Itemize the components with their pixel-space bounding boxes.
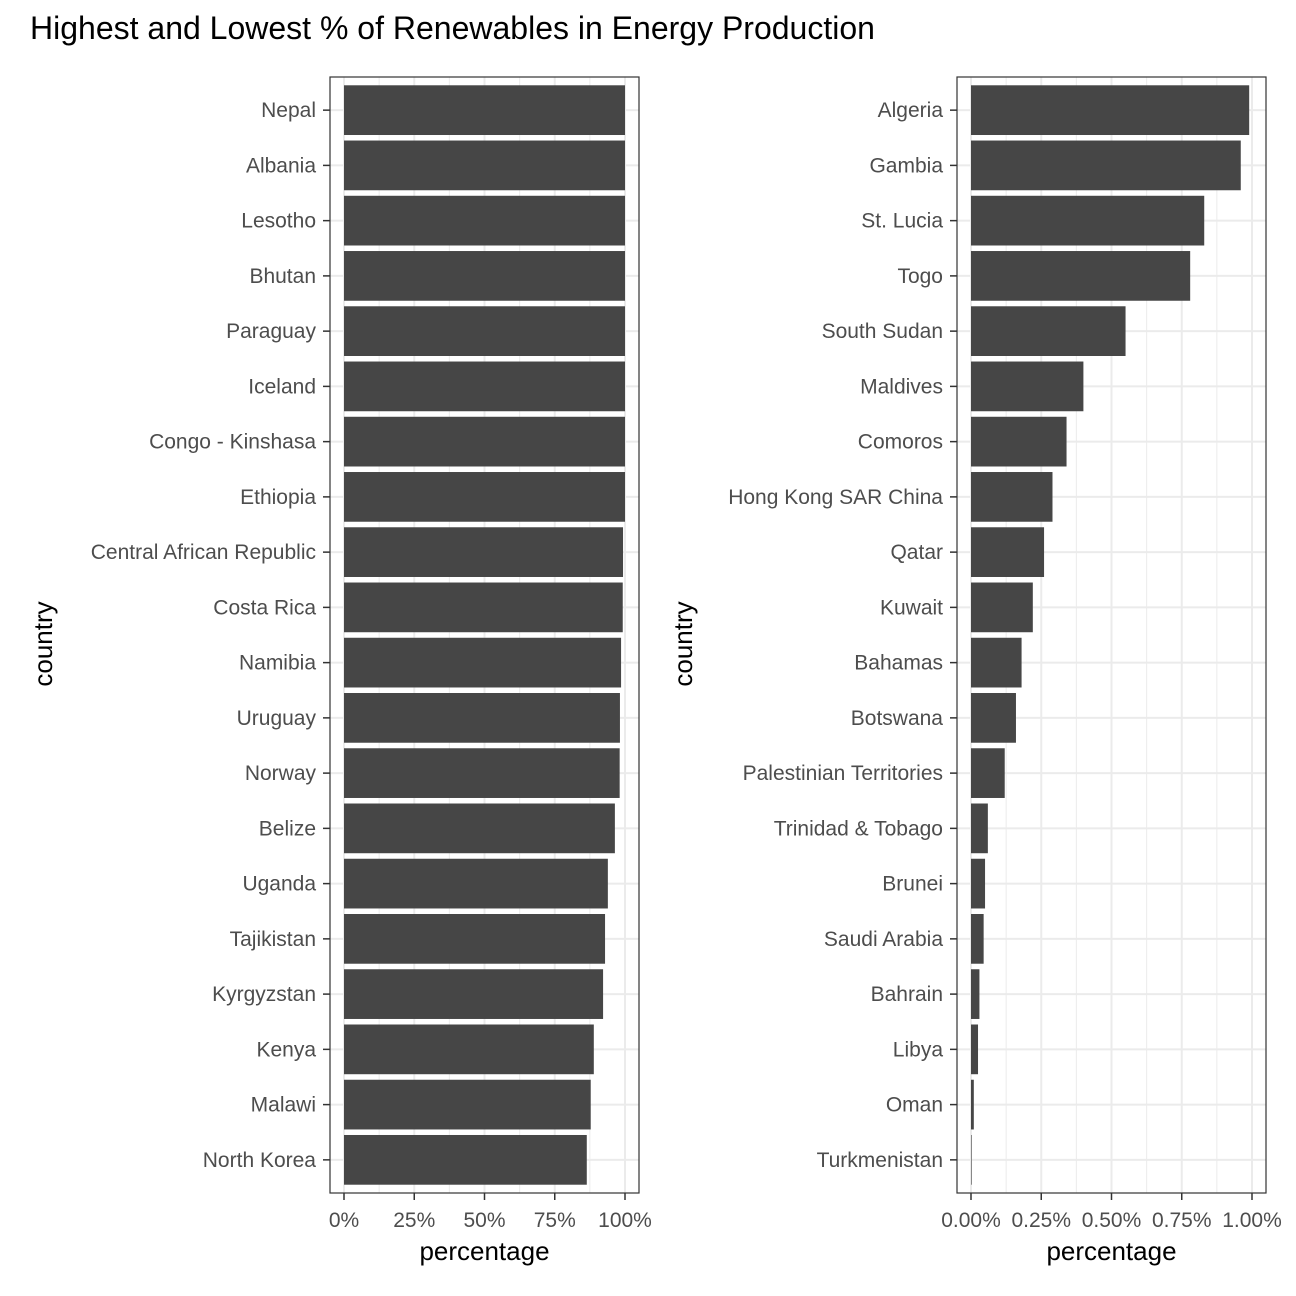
bar bbox=[344, 637, 622, 688]
y-tick-label: Togo bbox=[897, 265, 943, 288]
bar bbox=[971, 914, 984, 964]
bar bbox=[971, 195, 1205, 246]
bar bbox=[344, 416, 625, 467]
bar bbox=[344, 1134, 587, 1185]
bar bbox=[344, 858, 608, 909]
y-tick-label: Botswana bbox=[851, 707, 944, 730]
y-tick-label: Lesotho bbox=[241, 210, 316, 233]
y-tick-label: Kuwait bbox=[880, 596, 943, 619]
y-tick-label: Ethiopia bbox=[240, 486, 316, 509]
y-tick-label: Algeria bbox=[878, 99, 944, 122]
bar bbox=[971, 637, 1022, 688]
bar bbox=[971, 582, 1033, 633]
y-tick-label: Maldives bbox=[860, 375, 943, 398]
x-tick-label: 0.75% bbox=[1152, 1209, 1212, 1232]
bar bbox=[344, 527, 624, 577]
chart-title: Highest and Lowest % of Renewables in En… bbox=[30, 10, 875, 46]
y-tick-label: Paraguay bbox=[226, 320, 316, 343]
x-tick-label: 100% bbox=[598, 1209, 652, 1232]
y-tick-label: Brunei bbox=[882, 873, 943, 896]
y-tick-label: Iceland bbox=[248, 375, 316, 398]
y-tick-label: Palestinian Territories bbox=[743, 762, 943, 785]
bar bbox=[344, 251, 625, 301]
y-tick-label: Bhutan bbox=[249, 265, 316, 288]
x-tick-label: 25% bbox=[393, 1209, 435, 1232]
bar bbox=[344, 1024, 594, 1075]
bar bbox=[344, 803, 615, 854]
x-tick-label: 75% bbox=[534, 1209, 576, 1232]
bar bbox=[344, 582, 623, 633]
y-tick-label: Gambia bbox=[869, 154, 943, 177]
y-tick-label: Oman bbox=[886, 1094, 943, 1117]
panel-highest: Nepal Albania Lesotho Bhutan Paraguay Iceland… bbox=[28, 76, 652, 1266]
bar bbox=[344, 85, 625, 136]
bar bbox=[971, 472, 1053, 522]
bar bbox=[344, 361, 625, 412]
x-tick-label: 50% bbox=[463, 1209, 505, 1232]
y-tick-label: Bahamas bbox=[854, 652, 943, 675]
bar bbox=[971, 306, 1126, 356]
bar bbox=[971, 693, 1016, 743]
bar bbox=[344, 914, 606, 964]
bar bbox=[971, 416, 1067, 467]
y-axis-title: country bbox=[668, 601, 698, 686]
y-tick-label: Belize bbox=[259, 817, 316, 840]
panel-lowest: Algeria Gambia St. Lucia Togo South Sudan Mal… bbox=[668, 76, 1282, 1266]
bar bbox=[344, 748, 620, 798]
bar bbox=[344, 969, 604, 1019]
y-tick-label: Central African Republic bbox=[91, 541, 316, 564]
y-tick-label: Tajikistan bbox=[230, 928, 316, 951]
bar bbox=[971, 748, 1005, 798]
bar bbox=[971, 361, 1084, 412]
y-tick-label: Libya bbox=[893, 1038, 944, 1061]
y-tick-label: North Korea bbox=[203, 1149, 317, 1172]
y-tick-label: Comoros bbox=[858, 431, 943, 454]
y-tick-label: Hong Kong SAR China bbox=[728, 486, 943, 509]
y-tick-label: Turkmenistan bbox=[817, 1149, 943, 1172]
bar bbox=[971, 969, 980, 1019]
y-tick-label: Albania bbox=[246, 154, 316, 177]
y-tick-label: Norway bbox=[245, 762, 317, 785]
x-tick-label: 0.00% bbox=[941, 1209, 1001, 1232]
y-tick-label: Nepal bbox=[261, 99, 316, 122]
y-tick-label: South Sudan bbox=[822, 320, 943, 343]
bar bbox=[971, 1079, 974, 1130]
bar bbox=[344, 140, 625, 191]
x-axis-title: percentage bbox=[1046, 1236, 1176, 1266]
y-tick-label: Congo - Kinshasa bbox=[149, 431, 316, 454]
bar bbox=[971, 803, 988, 854]
bar bbox=[971, 527, 1045, 577]
y-tick-label: Costa Rica bbox=[213, 596, 316, 619]
x-tick-label: 0.50% bbox=[1082, 1209, 1142, 1232]
bar bbox=[971, 251, 1191, 301]
y-tick-label: Qatar bbox=[890, 541, 943, 564]
y-tick-label: Uganda bbox=[242, 873, 316, 896]
bar bbox=[344, 195, 625, 246]
y-axis-title: country bbox=[28, 601, 58, 686]
bar bbox=[344, 1079, 591, 1130]
bar bbox=[971, 858, 986, 909]
x-tick-label: 1.00% bbox=[1222, 1209, 1282, 1232]
x-tick-label: 0% bbox=[329, 1209, 359, 1232]
bar bbox=[344, 472, 625, 522]
bar bbox=[971, 140, 1241, 191]
y-tick-label: Uruguay bbox=[237, 707, 317, 730]
x-tick-label: 0.25% bbox=[1011, 1209, 1071, 1232]
bar bbox=[971, 1024, 979, 1075]
y-tick-label: Malawi bbox=[251, 1094, 316, 1117]
bar bbox=[344, 306, 625, 356]
y-tick-label: Saudi Arabia bbox=[824, 928, 943, 951]
bar bbox=[971, 85, 1250, 136]
y-tick-label: Trinidad & Tobago bbox=[774, 817, 943, 840]
bar bbox=[971, 1134, 972, 1185]
y-tick-label: St. Lucia bbox=[861, 210, 943, 233]
y-tick-label: Bahrain bbox=[871, 983, 943, 1006]
bar bbox=[344, 693, 620, 743]
y-tick-label: Kyrgyzstan bbox=[212, 983, 316, 1006]
y-tick-label: Namibia bbox=[239, 652, 316, 675]
x-axis-title: percentage bbox=[419, 1236, 549, 1266]
y-tick-label: Kenya bbox=[256, 1038, 316, 1061]
